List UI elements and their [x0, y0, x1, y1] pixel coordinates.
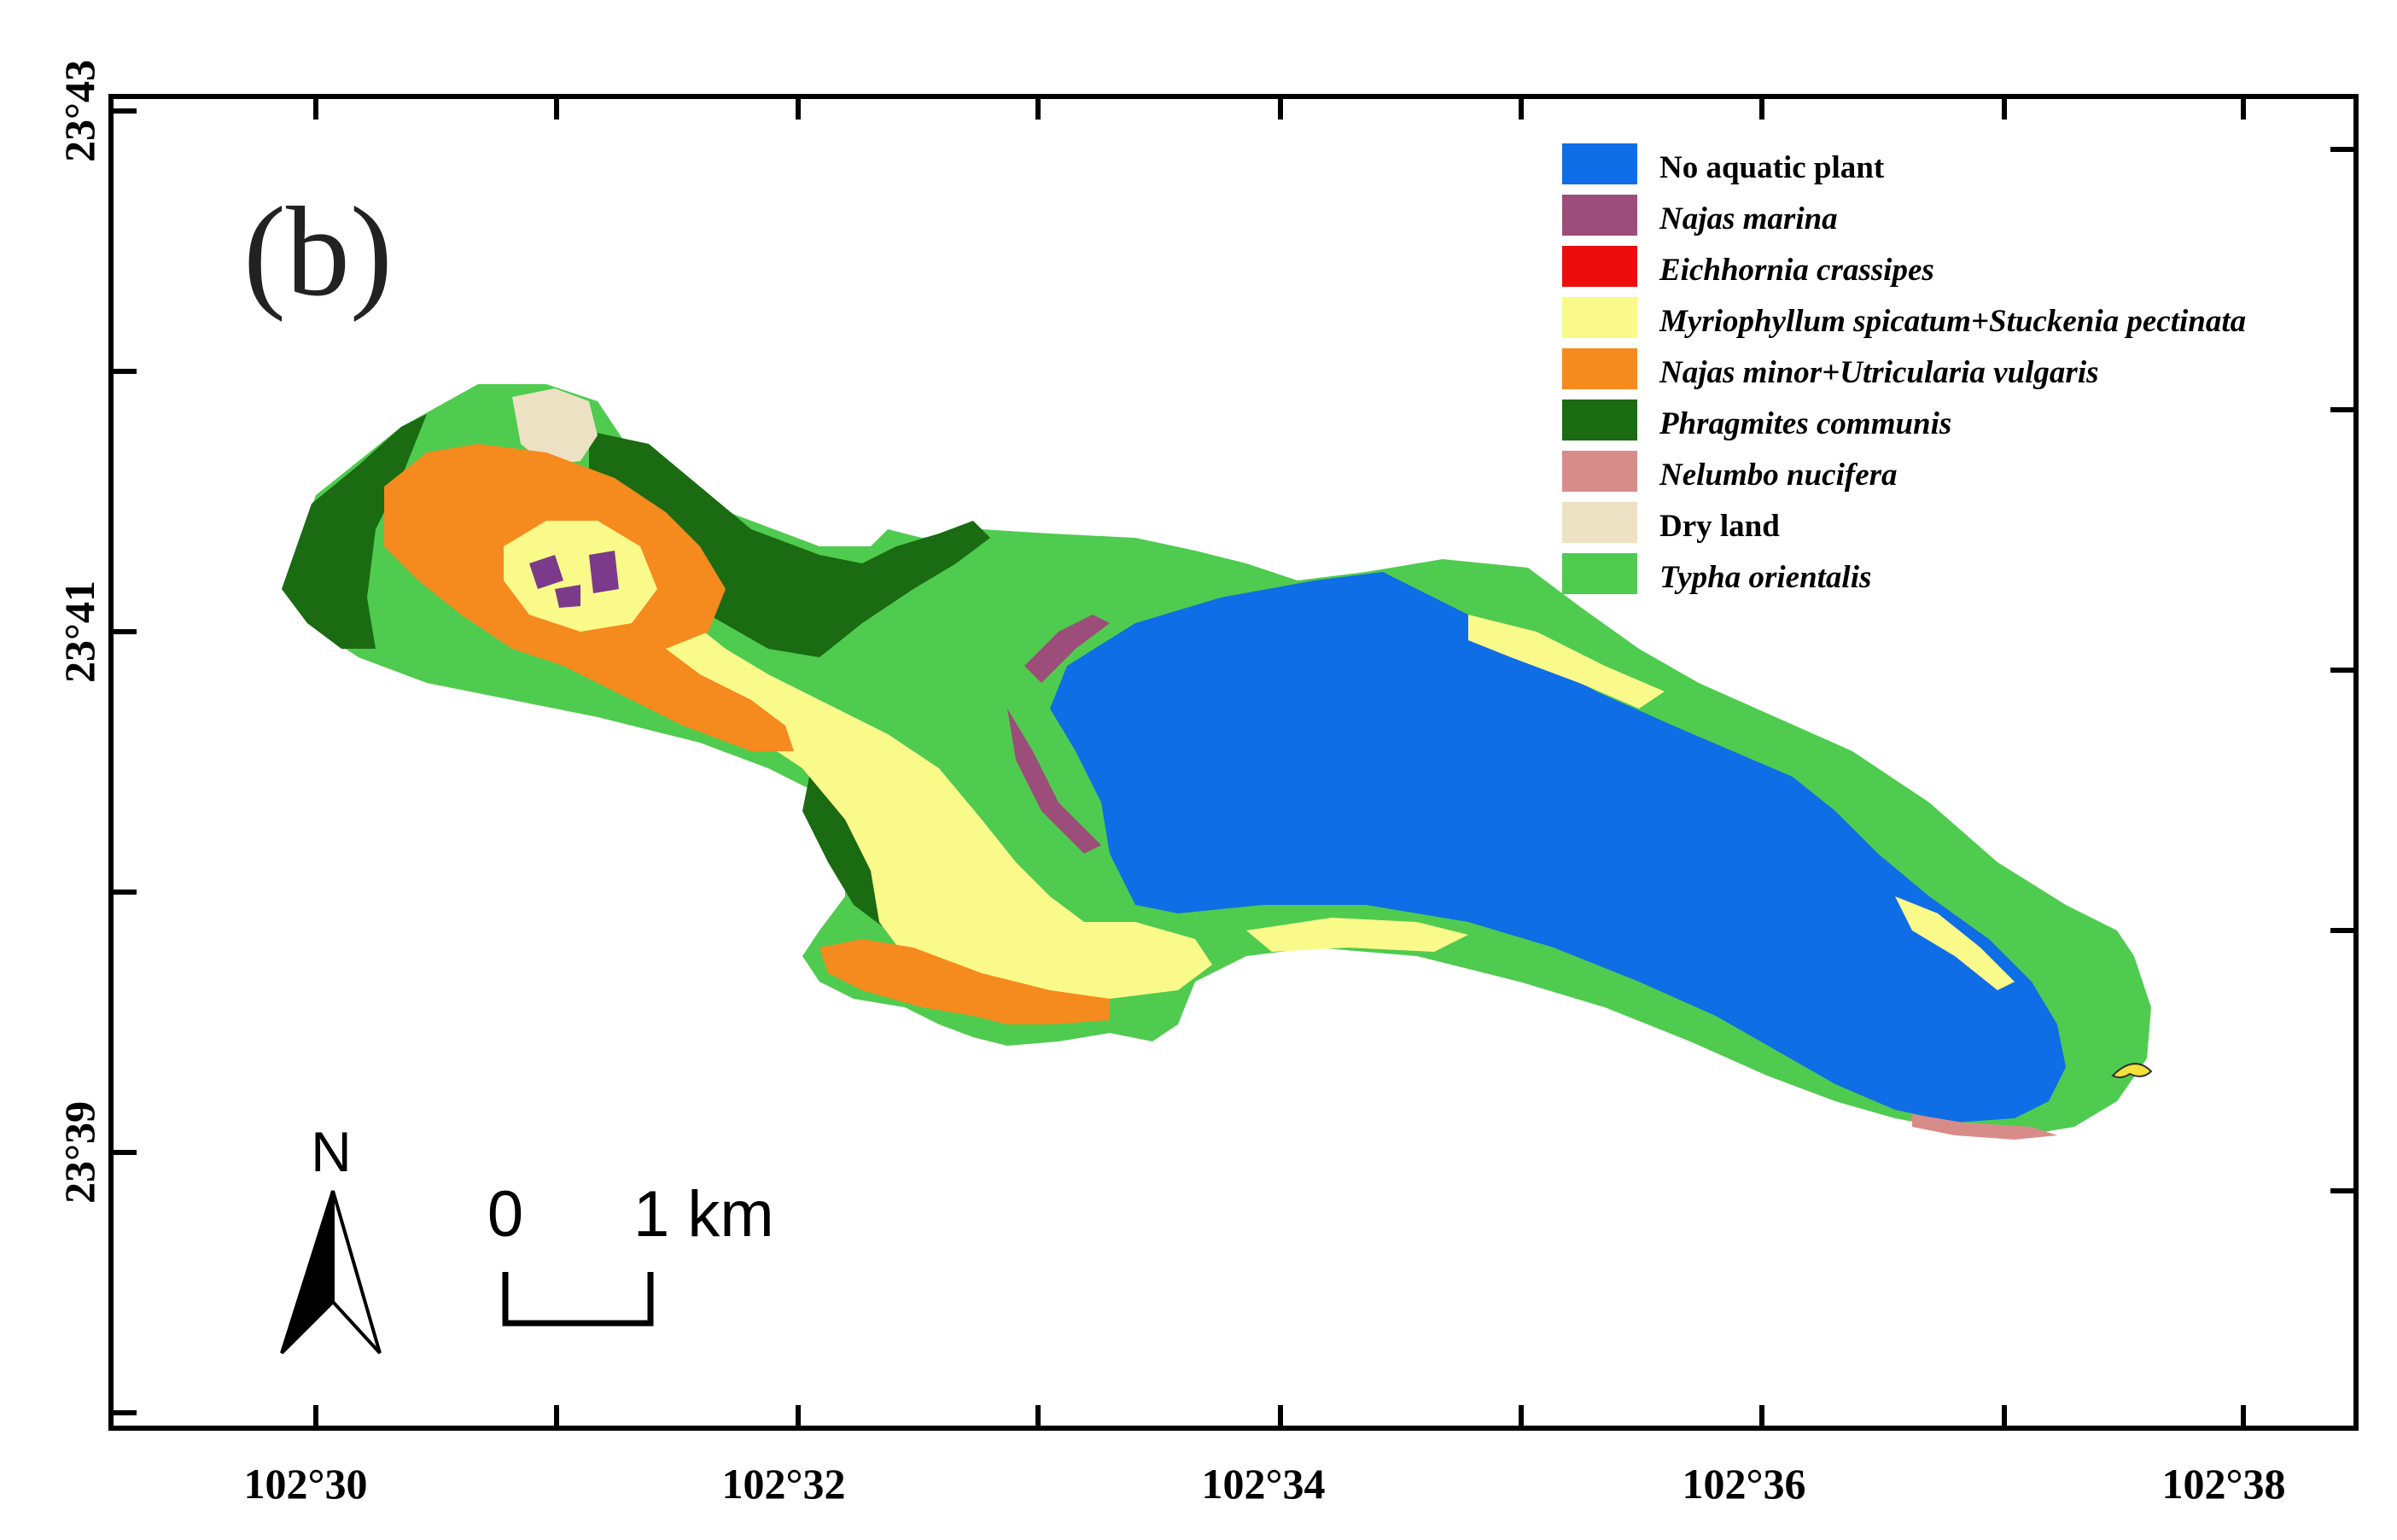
- x-tick-label: 102°30: [244, 1460, 368, 1508]
- najas-marina-patch-2: [1007, 709, 1101, 854]
- legend-label: Phragmites communis: [1659, 406, 1951, 441]
- legend-label: No aquatic plant: [1659, 150, 1885, 185]
- legend-label: Dry land: [1659, 509, 1780, 544]
- x-tick-label: 102°36: [1683, 1460, 1806, 1508]
- legend-label: Najas minor+Utricularia vulgaris: [1659, 355, 2099, 390]
- najas-marina-patch-1: [1024, 615, 1110, 683]
- scale-bar-line: [502, 1272, 654, 1327]
- legend-label: Najas marina: [1659, 201, 1838, 236]
- nelumbo-zone: [1912, 1114, 2057, 1140]
- myriophyllum-shore-se: [1895, 896, 2015, 990]
- legend-label: Nelumbo nucifera: [1659, 458, 1898, 493]
- legend-swatch: [1562, 451, 1637, 492]
- scale-bar: 0 1 km: [487, 1178, 774, 1327]
- north-label: N: [311, 1120, 352, 1183]
- scale-start-label: 0: [487, 1178, 523, 1251]
- legend-swatch: [1562, 143, 1637, 184]
- y-tick-label: 23°39: [55, 1101, 103, 1204]
- myriophyllum-core: [504, 521, 657, 632]
- legend-label: Eichhornia crassipes: [1659, 253, 1934, 288]
- legend-label: Myriophyllum spicatum+Stuckenia pectinat…: [1659, 304, 2246, 339]
- scale-end-label: 1 km: [633, 1178, 774, 1251]
- najas-marina-patch-3: [529, 551, 619, 608]
- axis-ticks: [111, 96, 2356, 1428]
- legend-swatch: [1562, 297, 1637, 338]
- legend-swatch: [1562, 502, 1637, 543]
- phragmites-zone-nw: [282, 414, 427, 649]
- dry-land: [512, 388, 598, 465]
- legend-label: Typha orientalis: [1659, 560, 1871, 595]
- legend-swatch: [1562, 348, 1637, 389]
- x-tick-label: 102°32: [722, 1460, 846, 1508]
- north-arrow-outline-icon: [331, 1190, 382, 1355]
- phragmites-zone-s: [802, 768, 888, 930]
- lake-map: [282, 384, 2153, 1140]
- open-water: [1050, 572, 2066, 1123]
- legend-swatch: [1562, 400, 1637, 440]
- legend-swatch: [1562, 553, 1637, 594]
- legend: No aquatic plant Najas marina Eichhornia…: [1562, 143, 2246, 595]
- x-tick-label: 102°38: [2162, 1460, 2286, 1508]
- myriophyllum-shore-s: [1246, 918, 1468, 952]
- legend-swatch: [1562, 195, 1637, 236]
- east-tip-feature: [2111, 1063, 2153, 1079]
- y-tick-label: 23°41: [55, 580, 103, 683]
- panel-label: (b): [243, 181, 393, 323]
- x-axis-labels: 102°30 102°32 102°34 102°36 102°38: [244, 1460, 2286, 1508]
- myriophyllum-shore-ne: [1468, 615, 1665, 709]
- legend-swatch: [1562, 246, 1637, 287]
- y-axis-labels: 23°43 23°41 23°39: [55, 60, 103, 1204]
- north-arrow: N: [280, 1120, 382, 1355]
- najas-minor-zone-s: [819, 939, 1110, 1024]
- x-tick-label: 102°34: [1202, 1460, 1326, 1508]
- y-tick-label: 23°43: [55, 60, 103, 162]
